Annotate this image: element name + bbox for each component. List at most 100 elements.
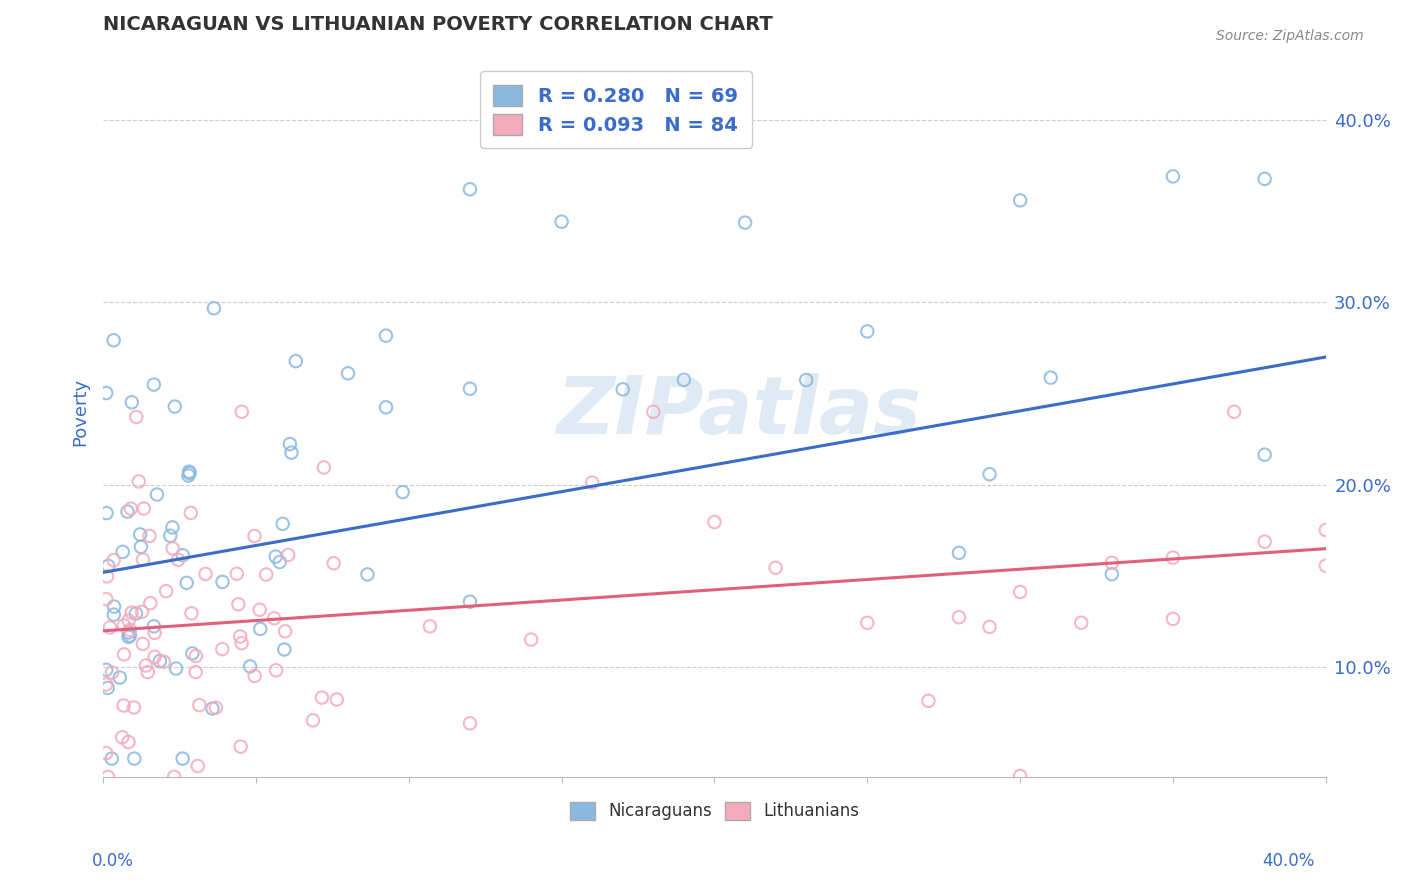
Point	[269, 555, 291, 569]
Point	[132, 637, 155, 651]
Point	[229, 630, 252, 644]
Point	[149, 654, 172, 668]
Point	[948, 610, 970, 624]
Point	[794, 373, 817, 387]
Point	[97, 558, 120, 573]
Point	[177, 468, 200, 483]
Point	[458, 182, 481, 196]
Point	[100, 751, 122, 765]
Point	[180, 506, 202, 520]
Point	[249, 603, 271, 617]
Point	[125, 409, 148, 424]
Point	[184, 665, 207, 679]
Point	[612, 382, 634, 396]
Point	[181, 647, 204, 661]
Point	[734, 216, 756, 230]
Point	[550, 215, 572, 229]
Point	[672, 373, 695, 387]
Point	[159, 529, 181, 543]
Point	[211, 642, 233, 657]
Point	[125, 607, 148, 621]
Point	[176, 575, 198, 590]
Point	[118, 629, 141, 643]
Text: ZIPatlas: ZIPatlas	[557, 373, 921, 450]
Point	[117, 505, 139, 519]
Point	[172, 751, 194, 765]
Legend: Nicaraguans, Lithuanians: Nicaraguans, Lithuanians	[562, 795, 866, 827]
Point	[1101, 567, 1123, 582]
Point	[225, 566, 247, 581]
Point	[112, 618, 135, 632]
Point	[273, 642, 295, 657]
Point	[132, 552, 155, 566]
Point	[117, 625, 139, 640]
Point	[302, 714, 325, 728]
Point	[948, 546, 970, 560]
Point	[121, 395, 143, 409]
Point	[703, 515, 725, 529]
Point	[138, 529, 160, 543]
Point	[96, 569, 118, 583]
Point	[264, 549, 287, 564]
Point	[419, 619, 441, 633]
Point	[101, 665, 124, 680]
Point	[111, 731, 134, 745]
Point	[180, 607, 202, 621]
Point	[1253, 172, 1275, 186]
Point	[163, 770, 186, 784]
Point	[121, 606, 143, 620]
Point	[280, 445, 302, 459]
Point	[1070, 615, 1092, 630]
Point	[97, 681, 120, 695]
Point	[1161, 612, 1184, 626]
Point	[1039, 370, 1062, 384]
Point	[103, 607, 125, 622]
Point	[165, 661, 187, 675]
Point	[201, 701, 224, 715]
Point	[356, 567, 378, 582]
Point	[581, 475, 603, 490]
Point	[96, 506, 118, 520]
Point	[263, 611, 285, 625]
Point	[135, 658, 157, 673]
Point	[129, 540, 152, 554]
Point	[228, 597, 250, 611]
Point	[520, 632, 543, 647]
Point	[211, 574, 233, 589]
Point	[163, 400, 186, 414]
Point	[643, 405, 665, 419]
Point	[1161, 169, 1184, 184]
Point	[1253, 534, 1275, 549]
Point	[162, 520, 184, 534]
Point	[103, 599, 125, 614]
Point	[103, 553, 125, 567]
Point	[136, 665, 159, 680]
Point	[117, 614, 139, 628]
Point	[97, 770, 120, 784]
Point	[856, 324, 879, 338]
Point	[177, 465, 200, 479]
Point	[132, 501, 155, 516]
Point	[374, 328, 396, 343]
Text: Source: ZipAtlas.com: Source: ZipAtlas.com	[1216, 29, 1364, 44]
Point	[143, 649, 166, 664]
Point	[112, 698, 135, 713]
Point	[205, 700, 228, 714]
Point	[249, 622, 271, 636]
Point	[274, 624, 297, 639]
Point	[1315, 523, 1337, 537]
Point	[96, 592, 118, 607]
Point	[108, 671, 131, 685]
Text: 0.0%: 0.0%	[91, 852, 134, 870]
Point	[337, 367, 360, 381]
Point	[1223, 405, 1246, 419]
Point	[98, 620, 121, 634]
Point	[979, 620, 1001, 634]
Point	[326, 692, 349, 706]
Y-axis label: Poverty: Poverty	[72, 377, 89, 446]
Point	[765, 560, 787, 574]
Point	[179, 466, 201, 480]
Point	[96, 663, 118, 677]
Text: 40.0%: 40.0%	[1263, 852, 1315, 870]
Point	[1161, 550, 1184, 565]
